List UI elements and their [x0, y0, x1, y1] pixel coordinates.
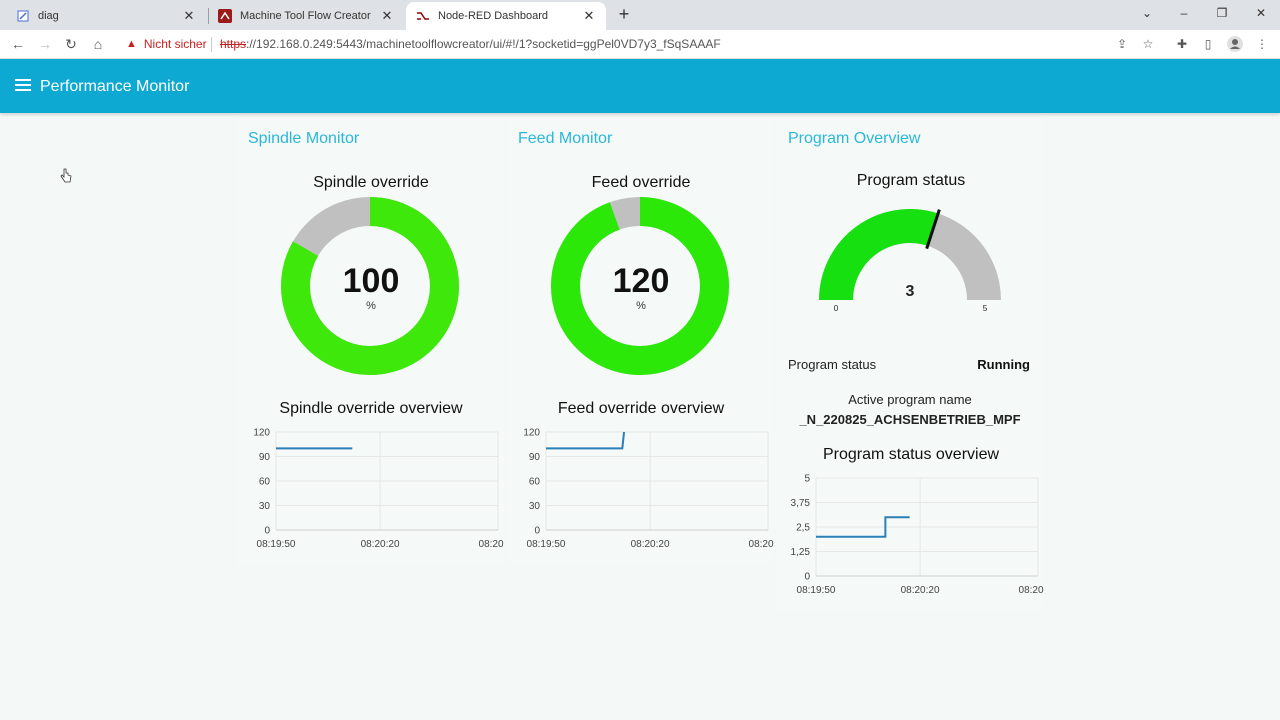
feed-override-chart: 120 90 60 30 0 08:19:50 08:20:20 08:20:54	[523, 428, 774, 551]
extensions-icon[interactable]: ✚	[1176, 37, 1188, 51]
y-tick-label: 30	[259, 501, 271, 512]
share-icon[interactable]: ⇪	[1116, 37, 1128, 51]
y-tick-label: 5	[804, 474, 810, 485]
y-tick-label: 90	[259, 452, 271, 463]
y-tick-label: 0	[264, 526, 270, 537]
spindle-override-title: Spindle override	[313, 174, 429, 191]
feed-donut	[551, 197, 729, 375]
node-red-favicon	[416, 9, 430, 23]
hand-cursor-icon	[60, 168, 72, 183]
back-icon[interactable]: ←	[11, 36, 25, 52]
group-spindle-monitor	[236, 118, 504, 566]
close-tab-icon[interactable]: ✕	[381, 8, 393, 23]
y-tick-label: 2,5	[796, 523, 810, 534]
security-label: Nicht sicher	[143, 37, 207, 51]
close-tab-icon[interactable]: ✕	[183, 8, 195, 23]
minimize-icon[interactable]: –	[1180, 6, 1188, 20]
bookmark-star-icon[interactable]: ☆	[1142, 37, 1154, 51]
x-tick-label: 08:20:20	[361, 539, 400, 550]
side-panel-icon[interactable]: ▯	[1204, 37, 1212, 51]
spindle-donut	[281, 197, 459, 375]
group-program-overview	[776, 118, 1044, 610]
forward-icon[interactable]: →	[38, 36, 52, 52]
url-rest: ://192.168.0.249:5443/machinetoolflowcre…	[246, 37, 721, 51]
y-tick-label: 0	[534, 526, 540, 537]
tab-title: diag	[38, 10, 59, 22]
active-program-name-label: Active program name	[848, 392, 972, 407]
feed-override-unit: %	[636, 300, 646, 312]
close-window-icon[interactable]: ✕	[1255, 6, 1267, 20]
y-tick-label: 30	[529, 501, 541, 512]
address-bar: ← → ↻ ⌂ ▲ Nicht sicher https://192.168.0…	[0, 30, 1280, 59]
close-tab-icon[interactable]: ✕	[583, 8, 595, 23]
spindle-chart-title: Spindle override overview	[279, 400, 463, 417]
x-tick-label: 08:20:20	[901, 585, 940, 596]
spindle-override-unit: %	[366, 300, 376, 312]
y-tick-label: 1,25	[791, 547, 811, 558]
group-feed-monitor	[506, 118, 774, 566]
tab-separator	[208, 8, 209, 24]
x-tick-label: 08:19:50	[257, 539, 296, 550]
page-title: Performance Monitor	[40, 78, 190, 95]
tab-title: Machine Tool Flow Creator : 192.	[240, 10, 374, 22]
hamburger-menu-icon[interactable]	[15, 79, 31, 93]
program-status-value: Running	[977, 357, 1030, 372]
new-tab-icon[interactable]: +	[618, 4, 630, 24]
series-line	[546, 431, 626, 450]
restore-icon[interactable]: ❐	[1216, 6, 1228, 20]
tab-node-red-dashboard[interactable]: Node-RED Dashboard ✕	[406, 2, 606, 30]
tab-flow-creator[interactable]: Machine Tool Flow Creator : 192. ✕	[208, 2, 404, 30]
browser-tab-bar: diag ✕ Machine Tool Flow Creator : 192. …	[0, 0, 1280, 30]
x-tick-label: 08:20:54	[749, 539, 774, 550]
feed-override-title: Feed override	[591, 174, 691, 191]
flow-creator-favicon	[218, 9, 232, 23]
group-title-feed: Feed Monitor	[518, 130, 613, 147]
tab-title: Node-RED Dashboard	[438, 10, 549, 22]
series-line	[816, 516, 910, 538]
security-warning[interactable]: ▲ Nicht sicher	[126, 37, 207, 51]
y-tick-label: 3,75	[791, 498, 811, 509]
tab-diag[interactable]: diag ✕	[6, 2, 206, 30]
menu-dots-icon[interactable]: ⋮	[1256, 37, 1268, 51]
url-field[interactable]: https://192.168.0.249:5443/machinetoolfl…	[220, 37, 721, 51]
y-tick-label: 120	[253, 428, 270, 439]
y-tick-label: 0	[804, 572, 810, 583]
program-status-gauge-value: 3	[905, 283, 915, 300]
program-chart-title: Program status overview	[822, 446, 1000, 463]
warning-icon: ▲	[126, 38, 137, 50]
group-title-program: Program Overview	[788, 130, 921, 147]
y-tick-label: 120	[523, 428, 540, 439]
active-program-name-value: _N_220825_ACHSENBETRIEB_MPF	[799, 412, 1021, 427]
diag-favicon	[16, 9, 30, 23]
feed-chart-title: Feed override overview	[557, 400, 725, 417]
x-tick-label: 08:19:50	[797, 585, 836, 596]
x-tick-label: 08:20:54	[479, 539, 504, 550]
x-tick-label: 08:20:54	[1019, 585, 1044, 596]
url-scheme: https	[220, 37, 247, 51]
spindle-override-chart: 120 90 60 30 0 08:19:50 08:20:20 08:20:54	[253, 428, 504, 551]
divider	[211, 37, 212, 52]
program-status-gauge-title: Program status	[856, 172, 966, 189]
feed-override-value: 120	[612, 262, 670, 300]
gauge-min-label: 0	[833, 304, 839, 313]
x-tick-label: 08:20:20	[631, 539, 670, 550]
spindle-override-value: 100	[342, 262, 400, 300]
home-icon[interactable]: ⌂	[93, 36, 103, 52]
program-status-label: Program status	[788, 357, 877, 372]
profile-icon[interactable]	[1227, 36, 1243, 52]
y-tick-label: 60	[259, 477, 271, 488]
program-status-gauge	[819, 209, 1001, 300]
dashboard-header: Performance Monitor	[0, 59, 1280, 113]
group-title-spindle: Spindle Monitor	[248, 130, 360, 147]
gauge-max-label: 5	[982, 304, 988, 313]
y-tick-label: 90	[529, 452, 541, 463]
y-tick-label: 60	[529, 477, 541, 488]
tab-search-icon[interactable]: ⌄	[1141, 6, 1153, 20]
program-status-chart: 5 3,75 2,5 1,25 0 08:19:50 08:20:20 08:20:54	[791, 474, 1044, 597]
x-tick-label: 08:19:50	[527, 539, 566, 550]
reload-icon[interactable]: ↻	[65, 36, 77, 52]
